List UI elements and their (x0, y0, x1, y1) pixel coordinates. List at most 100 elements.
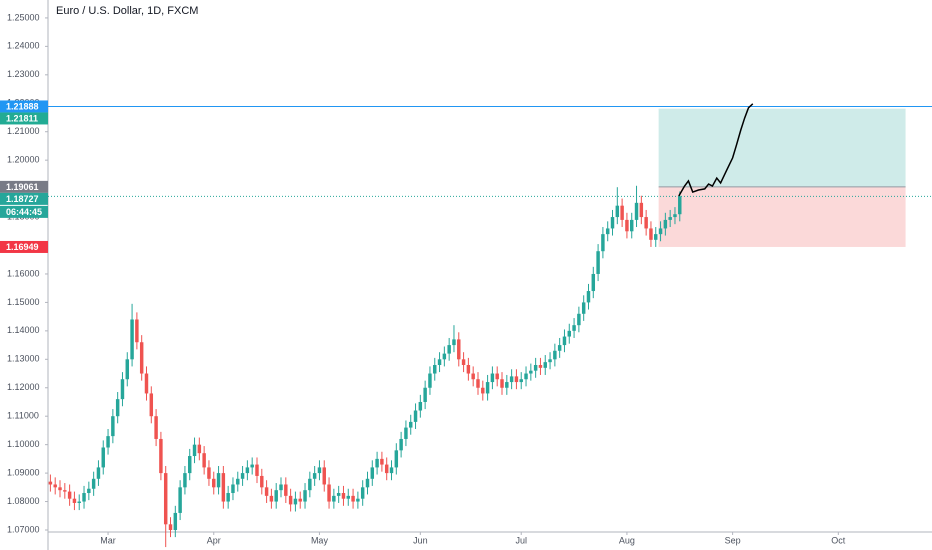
candle-body (644, 217, 648, 229)
candle-body (332, 495, 336, 502)
candle-body (91, 478, 96, 489)
candle-body (557, 345, 562, 351)
candle-body (678, 196, 682, 215)
y-tick-label: 1.15000 (7, 297, 40, 307)
y-tick-label: 1.12000 (7, 382, 40, 392)
y-tick-label: 1.13000 (7, 354, 40, 364)
candle-body (72, 498, 77, 503)
candle-body (312, 473, 317, 479)
candle-body (120, 379, 125, 400)
candle-body (183, 473, 187, 488)
candle-body (130, 319, 134, 360)
candle-body (452, 339, 456, 346)
x-tick-label: Oct (831, 535, 846, 545)
candle-body (269, 495, 274, 502)
price-badge (0, 100, 48, 113)
projection-line (678, 103, 754, 197)
y-tick-label: 1.25000 (7, 12, 40, 22)
candle-body (67, 491, 72, 499)
candle-body (135, 319, 139, 343)
candle-body (149, 393, 154, 417)
candle-body (375, 458, 379, 468)
candle-body (236, 478, 240, 485)
candle-body (255, 464, 259, 476)
candle-body (423, 387, 427, 402)
candle-body (500, 379, 504, 388)
candle-body (139, 342, 144, 374)
y-tick-label: 1.08000 (7, 496, 40, 506)
candle-body (346, 495, 351, 499)
candle-body (216, 473, 221, 488)
candle-body (336, 493, 341, 496)
y-tick-label: 1.24000 (7, 41, 40, 51)
candle-body (495, 373, 499, 380)
candle-body (115, 399, 120, 417)
candle-body (447, 345, 451, 354)
candle-body (596, 251, 600, 274)
candle-body (404, 427, 408, 439)
candle-body (370, 467, 375, 479)
candle-body (658, 228, 663, 235)
candle-body (418, 401, 423, 411)
candle-body (548, 359, 552, 363)
candle-body (384, 464, 389, 474)
candle-body (437, 359, 442, 365)
candle-body (192, 444, 197, 457)
candle-body (144, 373, 149, 394)
y-tick-label: 1.11000 (7, 411, 39, 421)
candle-body (610, 217, 615, 229)
candle-body (308, 478, 312, 491)
candle-body (485, 382, 490, 394)
candle-body (58, 487, 62, 491)
candle-body (197, 444, 202, 454)
y-tick-label: 1.16000 (7, 268, 40, 278)
x-tick-label: Apr (207, 535, 221, 545)
candle-body (639, 202, 644, 218)
candle-body (654, 234, 658, 240)
candle-body (509, 376, 514, 383)
candle-body (106, 436, 110, 448)
candle-body (538, 364, 543, 368)
price-badge (0, 192, 48, 205)
candle-body (649, 228, 653, 240)
candle-body (48, 481, 53, 485)
candle-body (207, 467, 211, 479)
candle-body (178, 487, 182, 513)
candle-body (168, 524, 173, 530)
x-tick-label: Sep (725, 535, 741, 545)
candle-body (87, 488, 91, 494)
candle-body (490, 373, 495, 383)
candle-body (125, 359, 130, 380)
candle-body (298, 498, 302, 502)
candle-body (187, 456, 192, 474)
candle-body (389, 467, 394, 474)
candle-body (96, 467, 101, 479)
y-tick-label: 1.23000 (7, 69, 40, 79)
candle-body (629, 219, 634, 232)
y-tick-label: 1.20000 (7, 155, 40, 165)
candle-body (154, 416, 158, 439)
candle-body (572, 325, 576, 331)
price-badge (0, 180, 48, 193)
candle-body (293, 498, 298, 505)
candle-body (322, 467, 326, 485)
candle-body (408, 421, 413, 428)
candle-body (226, 493, 230, 502)
candle-body (365, 478, 370, 488)
x-tick-label: Jun (413, 535, 428, 545)
candle-body (264, 487, 269, 496)
candle-body (428, 373, 432, 388)
candle-body (288, 495, 293, 505)
candle-body (514, 376, 519, 383)
candle-body (356, 498, 360, 502)
candle-body (529, 370, 533, 374)
price-badge-label: 1.21811 (6, 113, 38, 123)
candle-body (284, 484, 288, 496)
x-tick-label: May (311, 535, 329, 545)
price-badge-label: 1.19061 (6, 182, 39, 192)
candle-body (341, 493, 346, 499)
candle-body (394, 450, 399, 468)
chart-title: Euro / U.S. Dollar, 1D, FXCM (56, 5, 198, 17)
y-tick-label: 1.21000 (7, 126, 40, 136)
